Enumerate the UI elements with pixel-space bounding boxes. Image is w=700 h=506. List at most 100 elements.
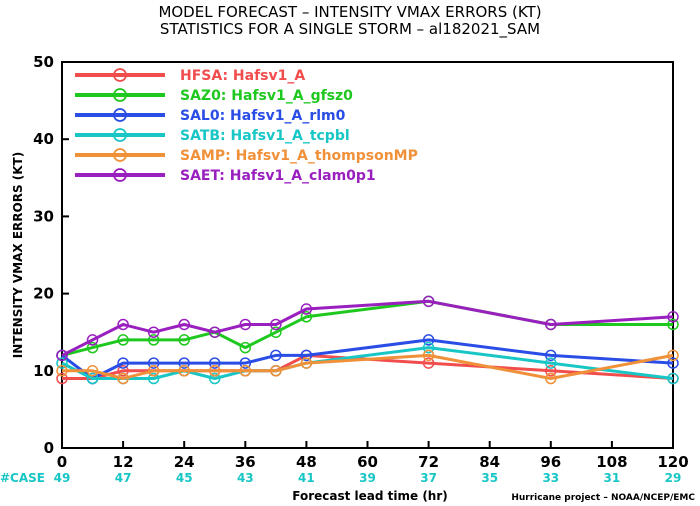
data-point	[270, 349, 282, 362]
data-point	[178, 334, 190, 346]
legend-label: HFSA: Hafsv1_A	[180, 68, 305, 84]
data-point	[147, 334, 160, 346]
data-point	[178, 318, 190, 331]
data-point	[209, 365, 221, 377]
series-layer	[56, 295, 679, 385]
data-point	[209, 372, 221, 385]
data-point	[667, 311, 679, 323]
data-point	[178, 357, 190, 369]
data-point	[270, 326, 282, 338]
case-count: 49	[54, 471, 71, 485]
data-point	[300, 303, 313, 315]
x-tick-label: 60	[357, 453, 378, 471]
legend-label: SAMP: Hafsv1_A_thompsonMP	[180, 148, 418, 164]
x-tick-label: 48	[296, 453, 317, 471]
data-point	[147, 357, 160, 369]
plot-area: 0 10 20 30 40 50 0 12 24 36 48 60 72 84 96 108 120 49 47 45…	[33, 53, 689, 485]
data-point	[422, 334, 435, 346]
data-point	[117, 372, 129, 385]
case-label: #CASE	[0, 471, 45, 485]
series-2	[56, 334, 679, 385]
data-point	[545, 365, 557, 377]
data-point	[147, 372, 160, 385]
data-point	[86, 334, 99, 346]
data-point	[86, 341, 99, 354]
series-5	[56, 295, 679, 362]
legend-marker	[113, 148, 127, 162]
data-point	[422, 349, 435, 362]
legend-label: SAZ0: Hafsv1_A_gfsz0	[180, 88, 353, 104]
y-tick-label: 20	[33, 285, 54, 303]
y-tick-label: 40	[33, 130, 54, 148]
legend-marker	[113, 168, 127, 182]
data-point	[239, 357, 252, 369]
case-count: 47	[115, 471, 132, 485]
chart-title-line2: STATISTICS FOR A SINGLE STORM – al182021…	[160, 20, 540, 39]
data-point	[545, 372, 557, 385]
x-tick-label: 120	[657, 453, 688, 471]
data-point	[86, 372, 99, 385]
data-point	[667, 357, 679, 369]
data-point	[545, 318, 557, 331]
x-axis-label: Forecast lead time (hr)	[292, 489, 448, 503]
data-point	[147, 365, 160, 377]
data-point	[117, 365, 129, 377]
data-point	[270, 318, 282, 331]
data-point	[209, 326, 221, 338]
data-point	[422, 341, 435, 354]
data-point	[117, 318, 129, 331]
data-point	[545, 357, 557, 369]
data-point	[56, 357, 68, 369]
data-point	[239, 365, 252, 377]
legend: HFSA: Hafsv1_A SAZ0: Hafsv1_A_gfsz0 SAL0: …	[75, 68, 418, 184]
data-point	[209, 357, 221, 369]
case-count: 43	[237, 471, 254, 485]
plot-frame	[61, 61, 674, 449]
data-point	[300, 349, 313, 362]
legend-marker	[113, 88, 127, 102]
data-point	[545, 349, 557, 362]
data-point	[147, 326, 160, 338]
legend-label: SAET: Hafsv1_A_clam0p1	[180, 168, 376, 184]
case-count: 29	[665, 471, 682, 485]
data-point	[239, 318, 252, 331]
y-tick-label: 10	[33, 362, 54, 380]
data-point	[667, 349, 679, 362]
case-count: 41	[298, 471, 315, 485]
data-point	[667, 318, 679, 331]
legend-marker	[113, 68, 127, 82]
data-point	[56, 349, 68, 362]
series-4	[56, 349, 679, 385]
case-count: 31	[604, 471, 621, 485]
data-point	[239, 341, 252, 354]
x-tick-label: 96	[540, 453, 561, 471]
data-point	[117, 334, 129, 346]
x-tick-label: 72	[418, 453, 439, 471]
x-tick-label: 84	[479, 453, 500, 471]
legend-label: SATB: Hafsv1_A_tcpbl	[180, 128, 350, 144]
y-tick-label: 0	[44, 439, 54, 457]
data-point	[270, 365, 282, 377]
data-point	[422, 295, 435, 308]
data-point	[300, 311, 313, 323]
case-count: 33	[542, 471, 559, 485]
case-count: 37	[420, 471, 437, 485]
credit-text: Hurricane project – NOAA/NCEP/EMC	[511, 493, 695, 503]
legend-label: SAL0: Hafsv1_A_rlm0	[180, 108, 346, 124]
x-tick-label: 12	[113, 453, 134, 471]
x-tick-label: 0	[57, 453, 67, 471]
legend-marker	[113, 108, 127, 122]
data-point	[178, 365, 190, 377]
data-point	[56, 365, 68, 377]
case-count: 39	[359, 471, 376, 485]
x-tick-label: 24	[174, 453, 195, 471]
data-point	[667, 372, 679, 385]
y-tick-label: 30	[33, 207, 54, 225]
x-tick-label: 108	[596, 453, 627, 471]
data-point	[117, 357, 129, 369]
legend-marker	[113, 128, 127, 142]
data-point	[422, 357, 435, 369]
data-point	[300, 357, 313, 369]
y-tick-label: 50	[33, 53, 54, 71]
